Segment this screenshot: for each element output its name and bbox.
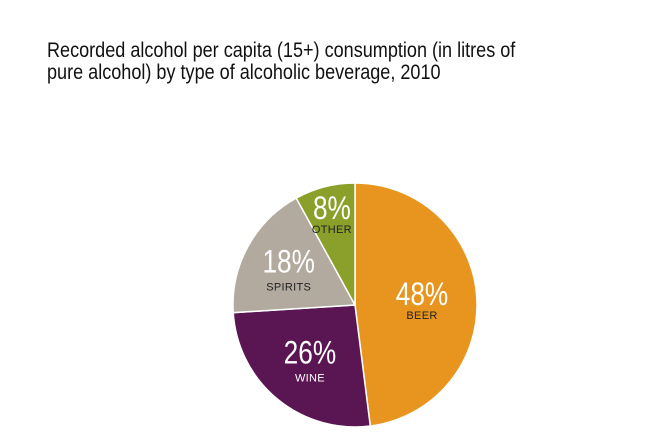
category-label-beer: BEER	[406, 310, 437, 322]
chart-title: Recorded alcohol per capita (15+) consum…	[47, 39, 516, 84]
category-label-wine: WINE	[295, 373, 325, 385]
pie-slice-wine	[232, 304, 372, 428]
category-label-other: OTHER	[312, 224, 352, 236]
pct-label-beer: 48%	[396, 277, 449, 312]
pct-label-other: 8%	[313, 192, 351, 227]
category-label-spirits: SPIRITS	[266, 282, 311, 294]
pie-slice-other	[295, 182, 356, 306]
pct-label-wine: 26%	[284, 336, 337, 371]
pie-slices	[232, 182, 478, 428]
pie-slice-beer	[354, 182, 478, 427]
pie-slice-spirits	[232, 197, 357, 314]
pct-label-spirits: 18%	[262, 245, 315, 280]
pie-labels: 48%BEER 26% WINE 18% SPIRITS 8%OTHER	[262, 192, 448, 385]
